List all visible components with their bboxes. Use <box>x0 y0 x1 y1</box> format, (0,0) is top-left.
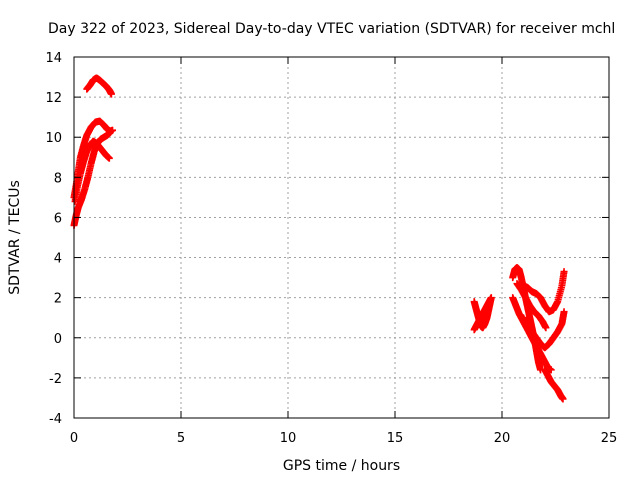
y-tick-label: -2 <box>49 372 62 387</box>
y-tick-label: 10 <box>45 131 62 146</box>
data-points <box>70 74 568 403</box>
data-point <box>106 128 114 136</box>
data-point <box>560 268 568 276</box>
x-tick-label: 0 <box>70 431 78 446</box>
series-arc-h <box>541 366 567 403</box>
data-point <box>107 90 115 98</box>
series-arc-j <box>519 268 568 316</box>
x-tick-label: 15 <box>387 431 404 446</box>
x-tick-label: 25 <box>601 431 618 446</box>
x-tick-label: 5 <box>177 431 185 446</box>
x-tick-label: 10 <box>280 431 297 446</box>
series-arc-d <box>70 128 114 229</box>
plot-frame <box>73 56 610 419</box>
series-arc-e <box>470 294 495 334</box>
grid-lines <box>74 57 609 418</box>
chart-title: Day 322 of 2023, Sidereal Day-to-day VTE… <box>48 21 615 37</box>
y-tick-label: 4 <box>54 252 62 267</box>
x-axis-title: GPS time / hours <box>283 458 400 474</box>
data-point <box>542 324 550 332</box>
series-arc-a <box>83 74 115 98</box>
y-tick-label: 0 <box>54 332 62 347</box>
data-point <box>547 366 555 374</box>
y-tick-label: 6 <box>54 211 62 226</box>
y-axis-title: SDTVAR / TECUs <box>7 180 23 295</box>
y-tick-label: -4 <box>49 412 62 427</box>
series-arc-i <box>519 308 568 352</box>
y-tick-label: 14 <box>45 51 62 66</box>
series-arc-k <box>513 280 550 332</box>
y-tick-label: 8 <box>54 171 62 186</box>
axis-ticks: 0 5 10 15 20 25 -4 -2 0 2 4 6 8 10 12 14 <box>45 51 617 446</box>
y-tick-label: 12 <box>45 91 62 106</box>
y-tick-label: 2 <box>54 292 62 307</box>
data-point <box>105 154 113 162</box>
x-tick-label: 20 <box>494 431 511 446</box>
data-point <box>560 308 568 316</box>
data-point <box>470 298 478 306</box>
data-point <box>559 395 567 403</box>
